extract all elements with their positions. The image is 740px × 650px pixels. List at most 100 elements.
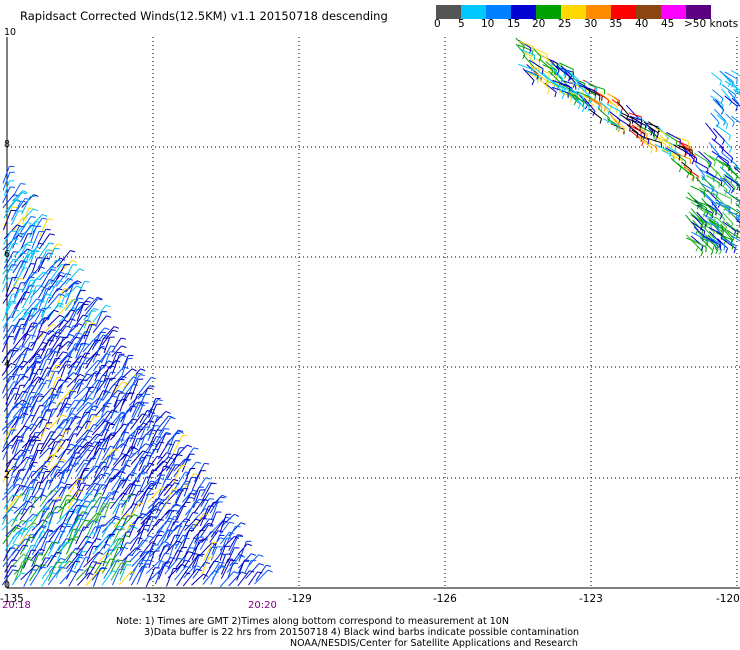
wind-barb: [221, 513, 235, 527]
wind-barb-flag: [20, 200, 26, 203]
wind-barb-flag: [150, 411, 156, 414]
wind-barb: [20, 496, 32, 515]
wind-barb: [13, 353, 23, 370]
wind-barb: [616, 101, 629, 116]
wind-barb: [85, 519, 95, 539]
wind-barb: [58, 456, 72, 472]
wind-barb: [66, 478, 79, 498]
wind-barb-flag: [73, 325, 79, 327]
wind-barb: [128, 563, 139, 581]
wind-barb: [37, 279, 50, 299]
wind-barb: [184, 518, 197, 532]
wind-barb: [56, 337, 64, 357]
wind-barb: [65, 399, 76, 413]
wind-barb: [47, 319, 65, 336]
wind-barb: [524, 51, 541, 62]
wind-barb-flag: [61, 458, 67, 462]
wind-barb: [559, 62, 574, 70]
wind-barb: [22, 263, 32, 280]
wind-barb: [10, 374, 21, 395]
scale-label: 20: [532, 18, 546, 30]
y-tick-label: 4: [4, 359, 11, 370]
wind-barb: [66, 297, 79, 317]
wind-barb: [156, 520, 167, 538]
wind-barb-flag: [60, 530, 66, 533]
scale-label: 35: [609, 18, 623, 30]
wind-barb-flag: [21, 520, 27, 523]
wind-barb-flag: [114, 411, 120, 413]
wind-barb-flag: [60, 557, 66, 561]
wind-barb-flag: [705, 247, 707, 253]
wind-barb-flag: [166, 543, 172, 546]
wind-barb: [56, 381, 64, 400]
wind-barb: [607, 103, 621, 112]
wind-barb: [92, 472, 106, 490]
wind-barb: [175, 546, 183, 562]
wind-barb-flag: [192, 523, 199, 526]
wind-barb: [29, 450, 39, 471]
wind-barb-flag: [107, 410, 113, 414]
wind-barb-flag: [721, 109, 725, 115]
wind-barb-flag: [656, 132, 659, 139]
wind-barb: [39, 387, 52, 402]
wind-barb-flag: [529, 47, 532, 53]
wind-barb-flag: [12, 518, 18, 522]
wind-barb: [681, 161, 692, 171]
wind-barb-flag: [90, 457, 96, 460]
wind-barb-flag: [59, 460, 65, 463]
wind-barb: [2, 186, 11, 204]
wind-barb: [100, 345, 112, 363]
wind-barb: [192, 561, 206, 579]
wind-barb-flag: [31, 526, 37, 528]
wind-barb-flag: [721, 164, 724, 170]
wind-barb: [56, 403, 67, 418]
wind-barb: [664, 132, 678, 142]
wind-barb-flag: [211, 482, 217, 485]
wind-barb-flag: [193, 473, 199, 476]
wind-barb: [3, 325, 16, 345]
wind-barb-flag: [32, 322, 38, 324]
wind-barb-flag: [641, 141, 644, 147]
wind-barb: [630, 119, 642, 127]
wind-barb: [700, 190, 714, 204]
wind-barb: [119, 532, 127, 550]
wind-barb: [129, 394, 139, 413]
wind-barb: [140, 508, 156, 525]
wind-barb: [29, 358, 38, 377]
wind-barb: [156, 452, 167, 466]
wind-barb: [219, 532, 230, 545]
wind-barb: [533, 66, 550, 74]
wind-barb-flag: [135, 547, 141, 551]
wind-barb: [39, 242, 50, 256]
wind-barb: [193, 463, 205, 483]
wind-barb-flag: [174, 482, 180, 485]
wind-barb: [719, 177, 732, 190]
wind-barb: [47, 314, 60, 327]
wind-barb: [138, 455, 147, 472]
wind-barb: [28, 393, 39, 408]
wind-barb: [46, 458, 63, 474]
scale-swatch-35: [611, 5, 636, 19]
wind-barb-flag: [87, 441, 93, 445]
wind-barb: [56, 250, 71, 268]
wind-barb-flag: [41, 494, 47, 497]
wind-barb-flag: [609, 104, 613, 110]
note-line-3: NOAA/NESDIS/Center for Satellite Applica…: [290, 638, 578, 649]
wind-barb-flag: [49, 279, 55, 282]
wind-barb-flag: [114, 560, 120, 563]
wind-barb-flag: [42, 307, 48, 310]
wind-barb-flag: [57, 426, 63, 429]
wind-barb: [185, 538, 195, 555]
wind-barb: [121, 446, 131, 467]
wind-barb: [725, 172, 740, 185]
wind-barb: [166, 568, 174, 587]
wind-barb-flag: [158, 518, 164, 521]
wind-barb-flag: [220, 553, 226, 556]
wind-barb: [41, 572, 51, 587]
wind-barb: [226, 555, 241, 574]
wind-barb-flag: [700, 251, 704, 257]
wind-barb: [85, 370, 97, 382]
wind-barb-flag: [71, 413, 77, 417]
wind-barb-flag: [35, 247, 42, 249]
wind-barb-flag: [675, 140, 678, 147]
